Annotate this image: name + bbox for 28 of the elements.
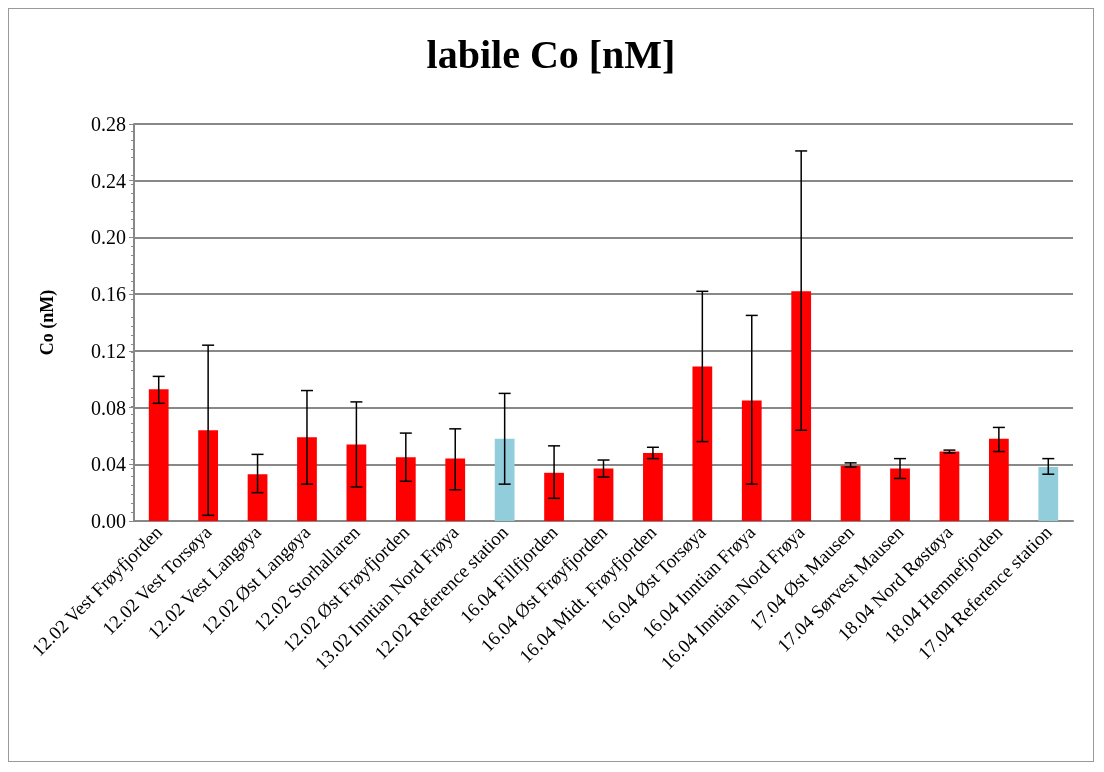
bar	[890, 468, 910, 521]
bar	[692, 366, 713, 521]
y-tick-label: 0.28	[91, 113, 126, 135]
bar	[840, 465, 861, 521]
chart-title: labile Co [nM]	[426, 31, 676, 77]
bar	[395, 457, 416, 521]
bar	[939, 451, 960, 521]
bar	[741, 400, 762, 521]
y-tick-label: 0.12	[91, 339, 126, 362]
bar	[643, 452, 663, 521]
y-tick-label: 0.08	[91, 396, 126, 419]
y-tick-label: 0.24	[91, 169, 126, 192]
bar	[544, 472, 564, 521]
y-axis-title: Co (nM)	[37, 289, 58, 356]
y-tick-label: 0.00	[91, 510, 126, 532]
bar	[1038, 467, 1059, 521]
bar	[148, 389, 169, 521]
bar	[297, 437, 317, 521]
bar	[593, 468, 614, 521]
y-tick-label: 0.20	[91, 226, 126, 249]
bar	[988, 438, 1009, 521]
y-tick-label: 0.16	[91, 283, 126, 306]
bar	[791, 291, 812, 521]
y-tick-label: 0.04	[91, 453, 126, 476]
bar	[494, 438, 515, 521]
bar	[247, 474, 268, 521]
bar	[346, 444, 367, 521]
bar	[445, 458, 466, 521]
